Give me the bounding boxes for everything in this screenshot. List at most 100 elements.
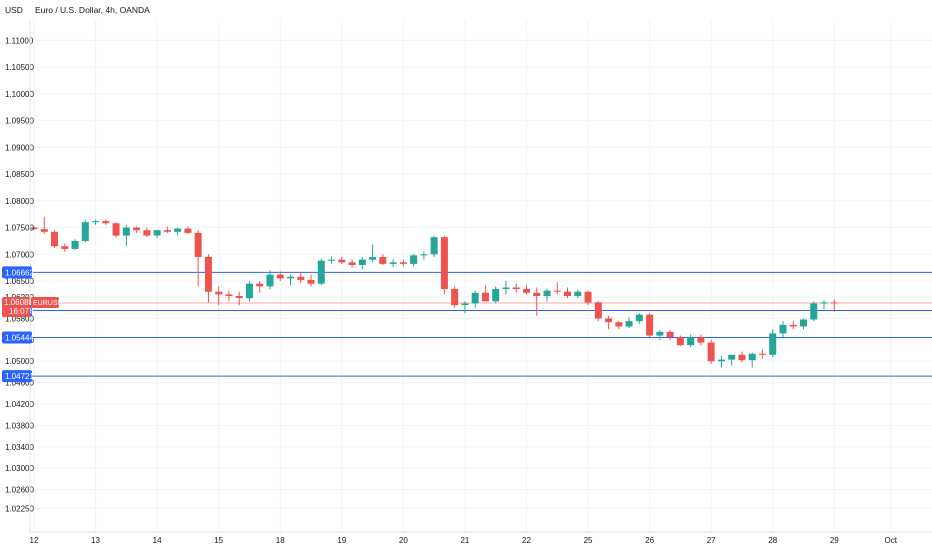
time-axis[interactable]: 12 13 14 15 18 19 20 21 22 25 26 27 28 29 Oct: [30, 531, 932, 545]
candle-body: [235, 295, 243, 299]
candle: [92, 219, 100, 225]
candle: [594, 301, 602, 322]
candle-body: [112, 223, 120, 236]
candle: [533, 287, 541, 316]
candle: [820, 300, 828, 309]
candle: [297, 272, 305, 284]
candle: [317, 258, 325, 286]
candle-body: [666, 331, 674, 338]
candle: [225, 290, 233, 302]
candle-body: [317, 260, 325, 284]
x-tick-label: Oct: [884, 536, 897, 545]
candle-body: [492, 289, 500, 302]
candle-body: [748, 353, 756, 361]
chart-title: Euro / U.S. Dollar, 4h, OANDA: [35, 5, 150, 15]
candle-body: [769, 333, 777, 355]
candle: [666, 330, 674, 340]
candle: [738, 351, 746, 363]
candle-body: [512, 287, 520, 290]
candle: [543, 288, 551, 302]
x-tick-label: 27: [707, 536, 716, 545]
candle-body: [71, 240, 79, 249]
currency-label: USD: [5, 5, 23, 15]
candle: [451, 286, 459, 308]
candle-body: [307, 279, 315, 284]
candle: [656, 330, 664, 340]
candle-body: [420, 254, 428, 256]
candle: [358, 256, 366, 270]
candle-body: [789, 324, 797, 327]
x-tick-label: 25: [584, 536, 593, 545]
candle-body: [399, 262, 407, 264]
candle-body: [92, 221, 100, 223]
candle: [830, 299, 838, 313]
candle: [410, 254, 418, 267]
x-tick-label: 15: [214, 536, 223, 545]
candle: [61, 243, 69, 252]
candle: [276, 271, 284, 282]
candle-body: [245, 283, 253, 299]
candle-body: [451, 289, 459, 306]
y-tick-label: 1.04200: [5, 400, 34, 409]
x-tick-label: 18: [276, 536, 285, 545]
candle: [522, 285, 530, 295]
candle-body: [225, 294, 233, 296]
candle: [625, 317, 633, 329]
candle-body: [338, 259, 346, 263]
candle-body: [204, 256, 212, 292]
candle: [204, 254, 212, 303]
candle-body: [481, 292, 489, 302]
candle: [420, 251, 428, 260]
candle: [40, 216, 48, 234]
candle: [122, 224, 130, 247]
candle: [676, 335, 684, 347]
y-tick-label: 1.03000: [5, 464, 34, 473]
candle-body: [615, 322, 623, 327]
y-tick-label: 1.10000: [5, 90, 34, 99]
candle: [256, 281, 264, 293]
candle-body: [122, 227, 130, 236]
candle: [646, 313, 654, 338]
candle: [635, 313, 643, 324]
y-tick-label: 1.09500: [5, 117, 34, 126]
candle: [748, 352, 756, 368]
candle-body: [471, 292, 479, 304]
price-flags: 1.066621.059481.054441.047211.0608816:07…: [2, 266, 63, 383]
candle: [338, 256, 346, 264]
y-tick-label: 1.05000: [5, 357, 34, 366]
candle: [697, 334, 705, 346]
candle: [584, 290, 592, 306]
horizontal-levels: [30, 271, 932, 377]
candle-body: [287, 276, 294, 279]
candle: [512, 283, 520, 293]
y-tick-label: 1.08000: [5, 197, 34, 206]
candle: [471, 290, 479, 308]
candle-body: [194, 232, 202, 257]
candle-body: [328, 259, 336, 261]
candle-body: [348, 262, 356, 265]
candle: [51, 230, 59, 248]
candle: [800, 318, 807, 330]
candle-body: [758, 353, 766, 355]
candle-body: [564, 291, 572, 296]
candle-body: [379, 256, 387, 264]
candle: [71, 239, 79, 251]
candle: [194, 230, 202, 287]
candle: [605, 315, 613, 330]
candle-body: [430, 237, 438, 255]
candle-body: [297, 276, 305, 280]
candle: [779, 321, 787, 338]
candle: [430, 235, 438, 257]
candle-body: [625, 321, 633, 327]
price-axis[interactable]: 1.11000 1.10500 1.10000 1.09500 1.09000 1.085…: [5, 20, 34, 532]
candle: [30, 226, 38, 231]
candle: [687, 334, 695, 348]
y-tick-label: 1.03400: [5, 443, 34, 452]
x-tick-label: 22: [522, 536, 531, 545]
candle: [235, 291, 243, 306]
candle: [707, 339, 715, 364]
candle-body: [810, 303, 818, 320]
candle-body: [30, 227, 38, 230]
candle: [163, 226, 171, 233]
